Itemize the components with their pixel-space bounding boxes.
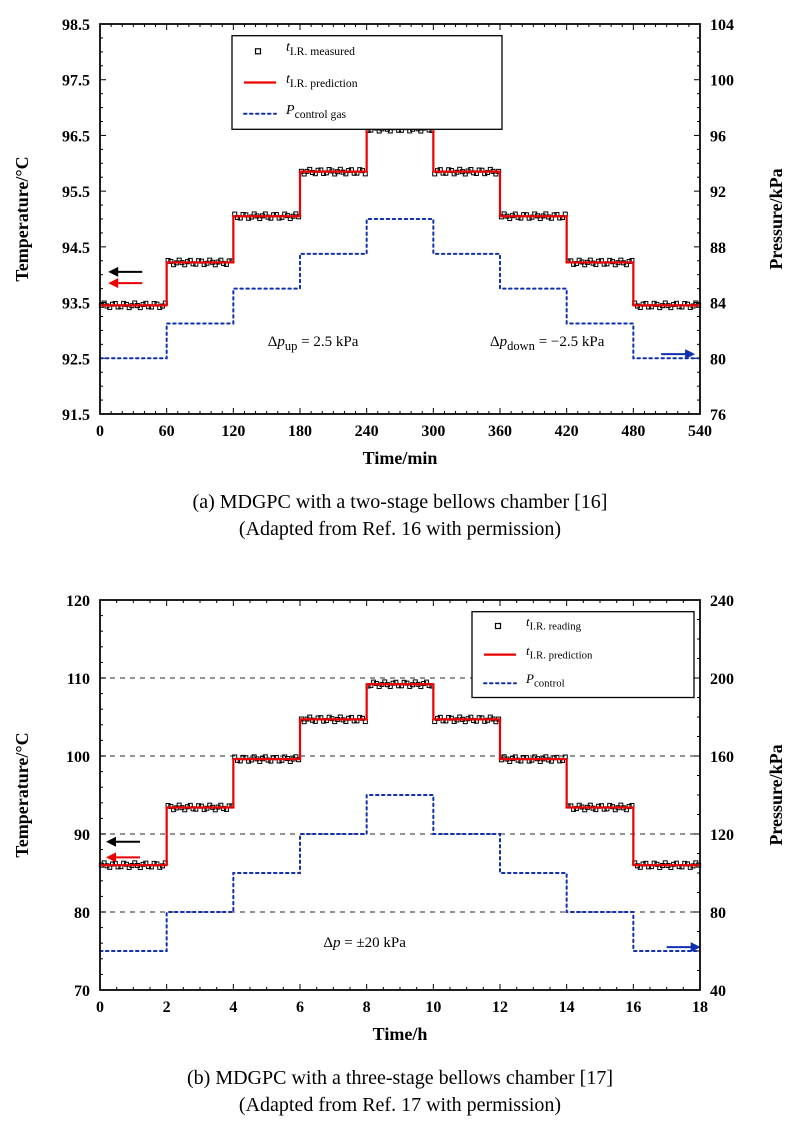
svg-text:10: 10 bbox=[425, 999, 441, 1016]
svg-text:98.5: 98.5 bbox=[62, 17, 90, 34]
svg-text:Time/h: Time/h bbox=[373, 1024, 428, 1044]
svg-text:Temperature/°C: Temperature/°C bbox=[12, 156, 32, 281]
svg-text:240: 240 bbox=[710, 593, 734, 610]
figure-page: 06012018024030036042048054091.592.593.59… bbox=[0, 0, 800, 1134]
svg-text:97.5: 97.5 bbox=[62, 73, 90, 90]
svg-text:120: 120 bbox=[66, 593, 90, 610]
svg-text:4: 4 bbox=[229, 999, 237, 1016]
svg-text:96: 96 bbox=[710, 128, 726, 145]
svg-text:180: 180 bbox=[288, 423, 312, 440]
svg-text:80: 80 bbox=[710, 905, 726, 922]
subplot-a: 0 60 120 180 240 300 360 420 480 540 91.5 92.5 93.5 9… bbox=[0, 4, 800, 484]
subplot-a-caption-line1: (a) MDGPC with a two-stage bellows chamb… bbox=[193, 491, 608, 513]
svg-text:90: 90 bbox=[74, 827, 90, 844]
svg-text:110: 110 bbox=[67, 671, 90, 688]
svg-text:100: 100 bbox=[710, 73, 734, 90]
subplot-b-caption-line1: (b) MDGPC with a three-stage bellows cha… bbox=[187, 1067, 613, 1089]
svg-text:91.5: 91.5 bbox=[62, 407, 90, 424]
svg-text:Temperature/°C: Temperature/°C bbox=[12, 732, 32, 857]
svg-text:93.5: 93.5 bbox=[62, 296, 90, 313]
svg-text:6: 6 bbox=[296, 999, 304, 1016]
svg-text:88: 88 bbox=[710, 240, 726, 257]
svg-text:480: 480 bbox=[621, 423, 645, 440]
subplot-b: 0 2 4 6 8 10 12 14 16 18 70 80 90 100 110 120 40 80 120 160… bbox=[0, 580, 800, 1060]
svg-text:12: 12 bbox=[492, 999, 508, 1016]
svg-text:2: 2 bbox=[163, 999, 171, 1016]
svg-text:76: 76 bbox=[710, 407, 726, 424]
svg-text:360: 360 bbox=[488, 423, 512, 440]
svg-text:70: 70 bbox=[74, 983, 90, 1000]
svg-text:8: 8 bbox=[363, 999, 371, 1016]
svg-text:160: 160 bbox=[710, 749, 734, 766]
svg-text:300: 300 bbox=[421, 423, 445, 440]
svg-text:16: 16 bbox=[625, 999, 641, 1016]
svg-text:240: 240 bbox=[355, 423, 379, 440]
subplot-a-caption-line2: (Adapted from Ref. 16 with permission) bbox=[239, 518, 561, 540]
svg-text:40: 40 bbox=[710, 983, 726, 1000]
svg-text:104: 104 bbox=[710, 17, 734, 34]
subplot-b-container: 0 2 4 6 8 10 12 14 16 18 70 80 90 100 110 120 40 80 120 160… bbox=[0, 580, 800, 1135]
svg-text:80: 80 bbox=[74, 905, 90, 922]
svg-text:92: 92 bbox=[710, 184, 726, 201]
svg-text:200: 200 bbox=[710, 671, 734, 688]
svg-text:540: 540 bbox=[688, 423, 712, 440]
svg-text:60: 60 bbox=[159, 423, 175, 440]
svg-text:14: 14 bbox=[559, 999, 575, 1016]
svg-text:Pressure/kPa: Pressure/kPa bbox=[766, 168, 786, 269]
svg-text:95.5: 95.5 bbox=[62, 184, 90, 201]
svg-text:96.5: 96.5 bbox=[62, 128, 90, 145]
svg-text:420: 420 bbox=[555, 423, 579, 440]
svg-text:100: 100 bbox=[66, 749, 90, 766]
subplot-a-container: 0 60 120 180 240 300 360 420 480 540 91.5 92.5 93.5 9… bbox=[0, 4, 800, 559]
svg-text:84: 84 bbox=[710, 296, 726, 313]
svg-text:Pressure/kPa: Pressure/kPa bbox=[766, 744, 786, 845]
subplot-b-caption-line2: (Adapted from Ref. 17 with permission) bbox=[239, 1094, 561, 1116]
subplot-b-caption: (b) MDGPC with a three-stage bellows cha… bbox=[0, 1065, 800, 1119]
svg-text:94.5: 94.5 bbox=[62, 240, 90, 257]
svg-text:92.5: 92.5 bbox=[62, 351, 90, 368]
svg-text:18: 18 bbox=[692, 999, 708, 1016]
svg-text:0: 0 bbox=[96, 999, 104, 1016]
subplot-a-caption: (a) MDGPC with a two-stage bellows chamb… bbox=[0, 489, 800, 543]
svg-text:0: 0 bbox=[96, 423, 104, 440]
svg-text:Time/min: Time/min bbox=[363, 448, 438, 468]
svg-text:120: 120 bbox=[710, 827, 734, 844]
svg-text:120: 120 bbox=[221, 423, 245, 440]
